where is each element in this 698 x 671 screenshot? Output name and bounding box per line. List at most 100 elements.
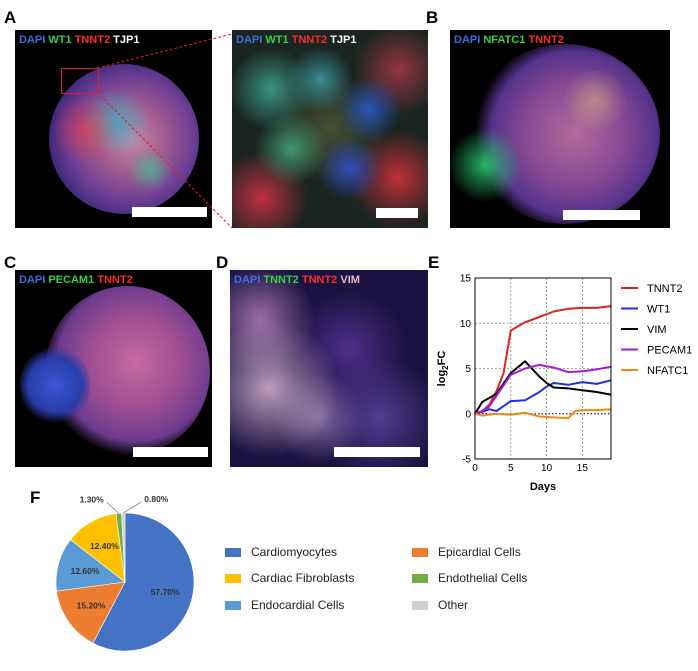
y-tick-label: 15	[460, 274, 472, 285]
pie-legend-item-endocardial-cells: Endocardial Cells	[225, 598, 344, 612]
stain-legend-a-zoom: DAPI WT1 TNNT2 TJP1	[236, 34, 356, 46]
scale-bar-b	[563, 210, 640, 220]
stain-tjp1: TJP1	[113, 34, 140, 46]
micrograph-a-zoom: DAPI WT1 TNNT2 TJP1	[232, 30, 428, 228]
stain-legend-d: DAPI TNNT2 TNNT2 VIM	[234, 274, 360, 286]
stain-vim: VIM	[340, 274, 360, 286]
stain-dapi: DAPI	[236, 34, 263, 46]
panel-label-d: D	[216, 253, 229, 272]
y-tick-label: 0	[465, 409, 471, 420]
panel-label-a: A	[4, 8, 17, 27]
stain-tnnt2: TNNT2	[97, 274, 133, 286]
micrograph-b: DAPI NFATC1 TNNT2	[450, 30, 670, 228]
series-line-vim	[474, 360, 612, 415]
pie-legend-swatch	[412, 573, 428, 583]
stain-wt1: WT1	[265, 34, 289, 46]
x-tick-label: 10	[541, 463, 553, 474]
chart-legend: TNNT2 WT1 VIM PECAM1 NFATC1	[621, 283, 692, 377]
pie-legend-swatch	[412, 600, 428, 610]
stain-tnnt2-green: TNNT2	[263, 274, 299, 286]
stain-nfatc1: NFATC1	[483, 34, 526, 46]
pie-legend-swatch	[225, 600, 241, 610]
pie-legend-item-other: Other	[412, 598, 468, 612]
stain-tnnt2: TNNT2	[528, 34, 564, 46]
panel-label-f: F	[30, 488, 41, 507]
panel-label-b: B	[426, 8, 439, 27]
pie-legend-label: Other	[438, 598, 469, 612]
x-axis-label: Days	[530, 481, 556, 493]
pie-legend-label: Endothelial Cells	[438, 571, 528, 585]
pie-leader-line	[123, 501, 142, 514]
scale-bar-d	[334, 447, 420, 457]
series-line-wt1	[474, 379, 612, 415]
y-tick-label: -5	[462, 455, 471, 466]
stain-dapi: DAPI	[19, 34, 46, 46]
pie-value-label: 1.30%	[80, 495, 105, 504]
pie-slice-other	[121, 512, 126, 583]
pie-value-label: 12.60%	[71, 566, 100, 576]
pie-legend-item-cardiac-fibroblasts: Cardiac Fibroblasts	[225, 571, 354, 585]
x-tick-label: 5	[508, 463, 514, 474]
legend-label-vim: VIM	[647, 324, 667, 336]
stain-wt1: WT1	[48, 34, 72, 46]
pie-legend-item-cardiomyocytes: Cardiomyocytes	[225, 545, 337, 559]
x-tick-label: 0	[472, 463, 478, 474]
pie-legend-swatch	[412, 547, 428, 557]
chart-axes	[474, 277, 612, 460]
scale-bar-c	[133, 447, 208, 457]
stain-tnnt2: TNNT2	[301, 274, 338, 286]
legend-label-wt1: WT1	[647, 304, 670, 316]
pie-legend-swatch	[225, 547, 241, 557]
pie-legend-label: Cardiomyocytes	[251, 545, 338, 559]
micrograph-c: DAPI PECAM1 TNNT2	[15, 270, 212, 467]
stain-tjp1: TJP1	[330, 34, 357, 46]
stain-dapi: DAPI	[234, 274, 261, 286]
legend-label-nfatc1: NFATC1	[647, 365, 688, 377]
pie-slice-cardiomyocytes	[92, 512, 195, 652]
pie-legend-label: Endocardial Cells	[251, 598, 345, 612]
stain-legend-c: DAPI PECAM1 TNNT2	[19, 274, 133, 286]
series-line-pecam1	[474, 363, 612, 415]
chart-series	[474, 305, 612, 420]
micrograph-a: DAPI WT1 TNNT2 TJP1	[15, 30, 212, 228]
stain-tnnt2: TNNT2	[74, 34, 111, 46]
pie-labels: 57.70% 15.20% 12.60% 12.40% 1.30% 0.80%	[71, 495, 180, 611]
plot-frame	[474, 277, 612, 460]
scale-bar-a	[132, 207, 207, 217]
legend-label-tnnt2: TNNT2	[647, 283, 682, 295]
micrograph-d: DAPI TNNT2 TNNT2 VIM	[230, 270, 428, 467]
pie-legend-item-endothelial-cells: Endothelial Cells	[412, 571, 527, 585]
pie-value-label: 57.70%	[151, 587, 180, 597]
pie-value-label: 15.20%	[77, 601, 106, 611]
y-tick-label: 5	[465, 364, 471, 375]
pie-slices	[55, 512, 195, 652]
pie-legend-item-epicardial-cells: Epicardial Cells	[412, 545, 521, 559]
scale-bar-a-zoom	[376, 208, 418, 218]
y-tick-label: 10	[460, 319, 472, 330]
pie-value-label: 0.80%	[144, 495, 169, 504]
pie-legend-label: Epicardial Cells	[438, 545, 521, 559]
pie-legend-label: Cardiac Fibroblasts	[251, 571, 355, 585]
stain-legend-a: DAPI WT1 TNNT2 TJP1	[19, 34, 139, 46]
series-line-nfatc1	[474, 408, 612, 420]
pie-chart: 57.70% 15.20% 12.60% 12.40% 1.30% 0.80%	[55, 495, 195, 652]
stain-tnnt2: TNNT2	[291, 34, 328, 46]
pie-slice-epicardial-cells	[56, 581, 126, 644]
stain-dapi: DAPI	[19, 274, 46, 286]
chart-gridlines	[475, 277, 611, 459]
stain-dapi: DAPI	[454, 34, 481, 46]
panel-label-c: C	[4, 253, 17, 272]
pie-legend-swatch	[225, 573, 241, 583]
stain-pecam1: PECAM1	[48, 274, 95, 286]
legend-label-pecam1: PECAM1	[647, 345, 692, 357]
panel-label-e: E	[428, 253, 440, 272]
x-tick-label: 15	[577, 463, 589, 474]
zoom-region-box	[61, 68, 99, 94]
stain-legend-b: DAPI NFATC1 TNNT2	[454, 34, 564, 46]
pie-value-label: 12.40%	[90, 541, 119, 551]
pie-leader-line	[106, 501, 119, 514]
y-axis-label: log2FC	[436, 351, 450, 387]
